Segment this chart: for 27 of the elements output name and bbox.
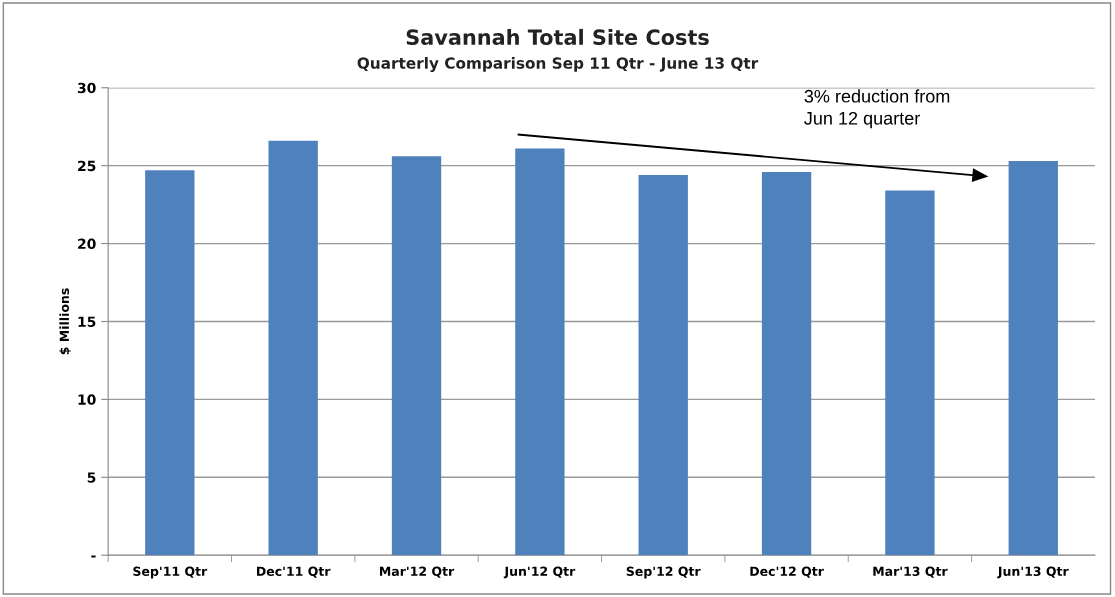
bar — [638, 175, 688, 556]
bar — [391, 156, 442, 556]
y-tick-label: 30 — [77, 82, 96, 94]
bar — [1008, 160, 1058, 556]
y-axis-title: $ Millions — [59, 288, 71, 355]
chart-title: Savannah Total Site Costs — [406, 28, 709, 46]
bar — [268, 140, 318, 556]
y-tick-label: 25 — [78, 160, 96, 172]
x-tick-label: Dec'12 Qtr — [750, 566, 824, 578]
y-tick-label: 20 — [78, 238, 96, 250]
x-tick-label: Sep'12 Qtr — [626, 566, 701, 579]
bar — [761, 171, 812, 556]
annotation: 3% reduction from Jun 12 quarter — [804, 89, 950, 129]
x-tick-label: Dec'11 Qtr — [257, 566, 331, 578]
y-tick-label: 15 — [78, 316, 96, 327]
chart-subtitle: Quarterly Comparison Sep 11 Qtr - June 13 Qtr — [357, 57, 759, 72]
x-tick-label: Sep'11 Qtr — [133, 566, 208, 579]
x-tick-label: Jun'12 Qtr — [503, 566, 576, 579]
y-tick-label: 10 — [78, 394, 96, 405]
x-tick-label: Mar'12 Qtr — [379, 566, 455, 578]
x-tick-label: Jun'13 Qtr — [997, 566, 1069, 579]
bar — [145, 170, 195, 556]
bar — [515, 148, 565, 556]
y-tick-label: 5 — [87, 472, 96, 483]
bar — [885, 190, 935, 556]
x-tick-label: Mar'13 Qtr — [873, 566, 948, 578]
y-tick-label: - — [91, 555, 96, 558]
